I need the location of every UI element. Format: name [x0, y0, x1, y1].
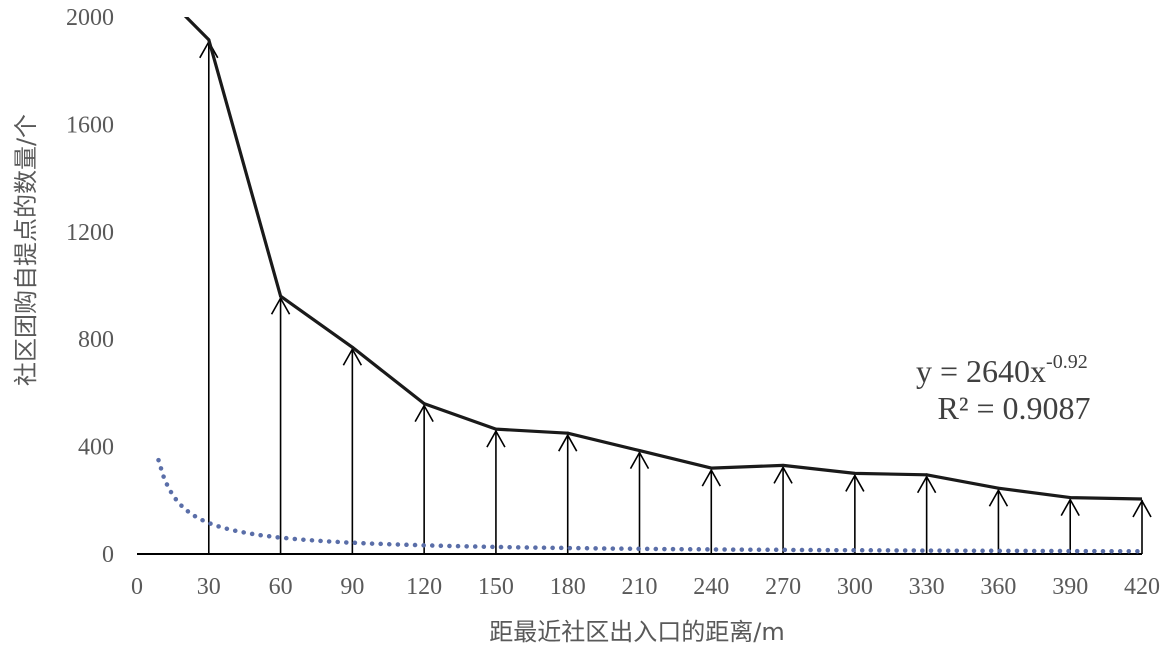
x-tick-label: 210 [622, 574, 658, 600]
x-tick-label: 390 [1052, 574, 1088, 600]
data-point [1068, 496, 1072, 500]
y-tick-label: 0 [102, 542, 114, 568]
data-point [184, 17, 186, 18]
x-tick-label: 300 [837, 574, 873, 600]
data-point [1140, 497, 1142, 501]
drop-arrow [1132, 499, 1152, 554]
y-axis-title: 社区团购自提点的数量/个 [12, 114, 40, 386]
drop-arrow-head [414, 404, 434, 423]
trend-line-path [156, 457, 1142, 554]
drop-arrow-head [701, 468, 721, 487]
drop-arrow-head [558, 433, 578, 452]
data-point [494, 427, 498, 431]
r-squared-label: R² = 0.9087 [938, 390, 1091, 426]
x-tick-label: 0 [131, 574, 143, 600]
y-tick-label: 1600 [66, 112, 114, 138]
drop-arrow-head [988, 488, 1009, 507]
drop-arrow [558, 433, 578, 554]
drop-arrow [486, 429, 506, 554]
drop-arrow-head [916, 475, 937, 494]
x-tick-label: 360 [980, 574, 1016, 600]
data-point [207, 38, 211, 42]
drop-arrow-head [773, 465, 793, 484]
data-point [709, 466, 713, 470]
data-point [996, 486, 1000, 490]
drop-arrow-head [1132, 499, 1152, 518]
drop-arrow [270, 296, 291, 554]
x-tick-label: 90 [340, 574, 364, 600]
trend-line [156, 457, 1142, 554]
trend-equation: y = 2640x-0.92 [916, 351, 1088, 389]
x-tick-label: 240 [693, 574, 729, 600]
x-tick-label: 150 [478, 574, 514, 600]
drop-arrow [1060, 497, 1080, 554]
y-tick-label: 400 [78, 435, 114, 461]
equation-base: y = 2640x [916, 353, 1046, 389]
data-point [279, 294, 283, 298]
x-tick-label: 330 [909, 574, 945, 600]
data-point [781, 463, 785, 467]
drop-arrow [199, 40, 219, 554]
drop-arrow-head [845, 473, 865, 492]
drop-arrow-head [629, 450, 650, 470]
data-point [638, 449, 641, 453]
tick-labels: 0 400 800 1200 1600 2000 0 30 60 90 120 150 180 210 24… [66, 5, 1160, 600]
drop-arrows [199, 40, 1152, 554]
drop-arrow [629, 450, 650, 554]
x-tick-label: 30 [197, 574, 221, 600]
data-point [925, 473, 929, 477]
x-tick-label: 420 [1124, 574, 1160, 600]
data-point [566, 431, 570, 435]
x-tick-label: 120 [406, 574, 442, 600]
data-point [350, 345, 354, 349]
y-tick-label: 2000 [66, 5, 114, 31]
x-tick-label: 60 [269, 574, 293, 600]
drop-arrow [414, 404, 434, 554]
drop-arrow [701, 468, 721, 554]
data-point [422, 402, 426, 406]
y-tick-label: 1200 [66, 220, 114, 246]
drop-arrow [916, 475, 937, 554]
y-tick-label: 800 [78, 327, 114, 353]
drop-arrow [342, 347, 363, 554]
x-axis-title: 距最近社区出入口的距离/m [489, 618, 784, 646]
drop-arrow-head [1060, 497, 1080, 517]
data-line [183, 17, 1142, 501]
equation-exponent: -0.92 [1046, 351, 1088, 373]
drop-arrow-head [270, 296, 291, 315]
x-tick-label: 180 [550, 574, 586, 600]
data-series [183, 17, 1142, 501]
x-tick-label: 270 [765, 574, 801, 600]
drop-arrow [773, 465, 793, 554]
drop-arrow-head [486, 429, 506, 448]
data-point [853, 471, 857, 475]
drop-arrow [845, 473, 865, 554]
drop-arrow [988, 488, 1009, 554]
